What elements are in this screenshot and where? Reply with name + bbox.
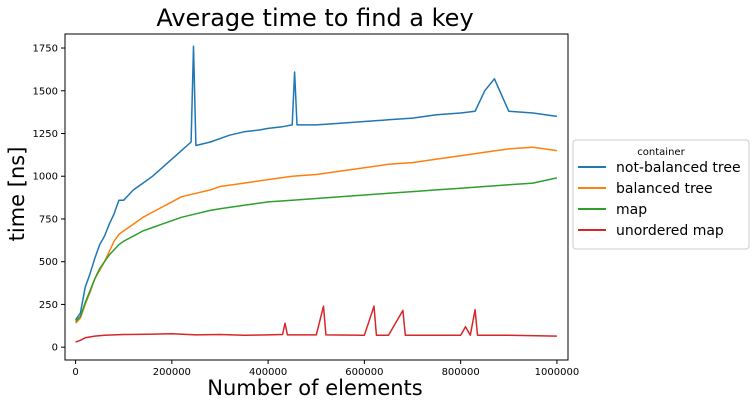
y-tick-label: 500 <box>39 257 58 268</box>
legend-frame <box>572 139 750 250</box>
chart-title: Average time to find a key <box>156 4 473 32</box>
series-line-2 <box>75 146 558 324</box>
y-axis-ticks: 0 250 500 750 1000 1250 1500 1750 <box>33 44 65 354</box>
y-tick-label: 1000 <box>33 172 58 183</box>
legend-label-4: unordered map <box>616 223 724 239</box>
x-tick-label: 400000 <box>249 367 287 378</box>
legend-items: not-balanced tree balanced tree map unorder… <box>578 160 741 239</box>
legend: container not-balanced tree balanced tree… <box>572 139 750 250</box>
series-layer <box>74 45 558 343</box>
x-axis-ticks: 0 200000 400000 600000 800000 1000000 <box>72 360 579 378</box>
x-tick-label: 200000 <box>153 367 191 378</box>
x-tick-label: 0 <box>72 367 78 378</box>
x-tick-label: 800000 <box>442 367 480 378</box>
legend-label-1: not-balanced tree <box>616 160 741 176</box>
y-tick-label: 750 <box>39 214 58 225</box>
x-axis-label: Number of elements <box>207 376 423 400</box>
y-tick-label: 1500 <box>33 86 58 97</box>
series-line-4 <box>75 305 557 343</box>
plot-area: 0 200000 400000 600000 800000 1000000 0 250 500… <box>33 33 579 378</box>
x-tick-label: 600000 <box>345 367 383 378</box>
x-tick-label: 1000000 <box>535 367 580 378</box>
y-tick-label: 0 <box>52 343 58 354</box>
plot-frame <box>64 33 569 361</box>
series-line-3 <box>75 177 558 323</box>
y-tick-label: 250 <box>39 300 58 311</box>
y-axis-label: time [ns] <box>5 147 29 242</box>
y-tick-label: 1250 <box>33 129 58 140</box>
y-tick-label: 1750 <box>33 44 58 55</box>
legend-title: container <box>637 147 685 158</box>
legend-label-2: balanced tree <box>616 181 713 197</box>
legend-label-3: map <box>616 202 647 218</box>
series-line-1 <box>74 45 558 321</box>
